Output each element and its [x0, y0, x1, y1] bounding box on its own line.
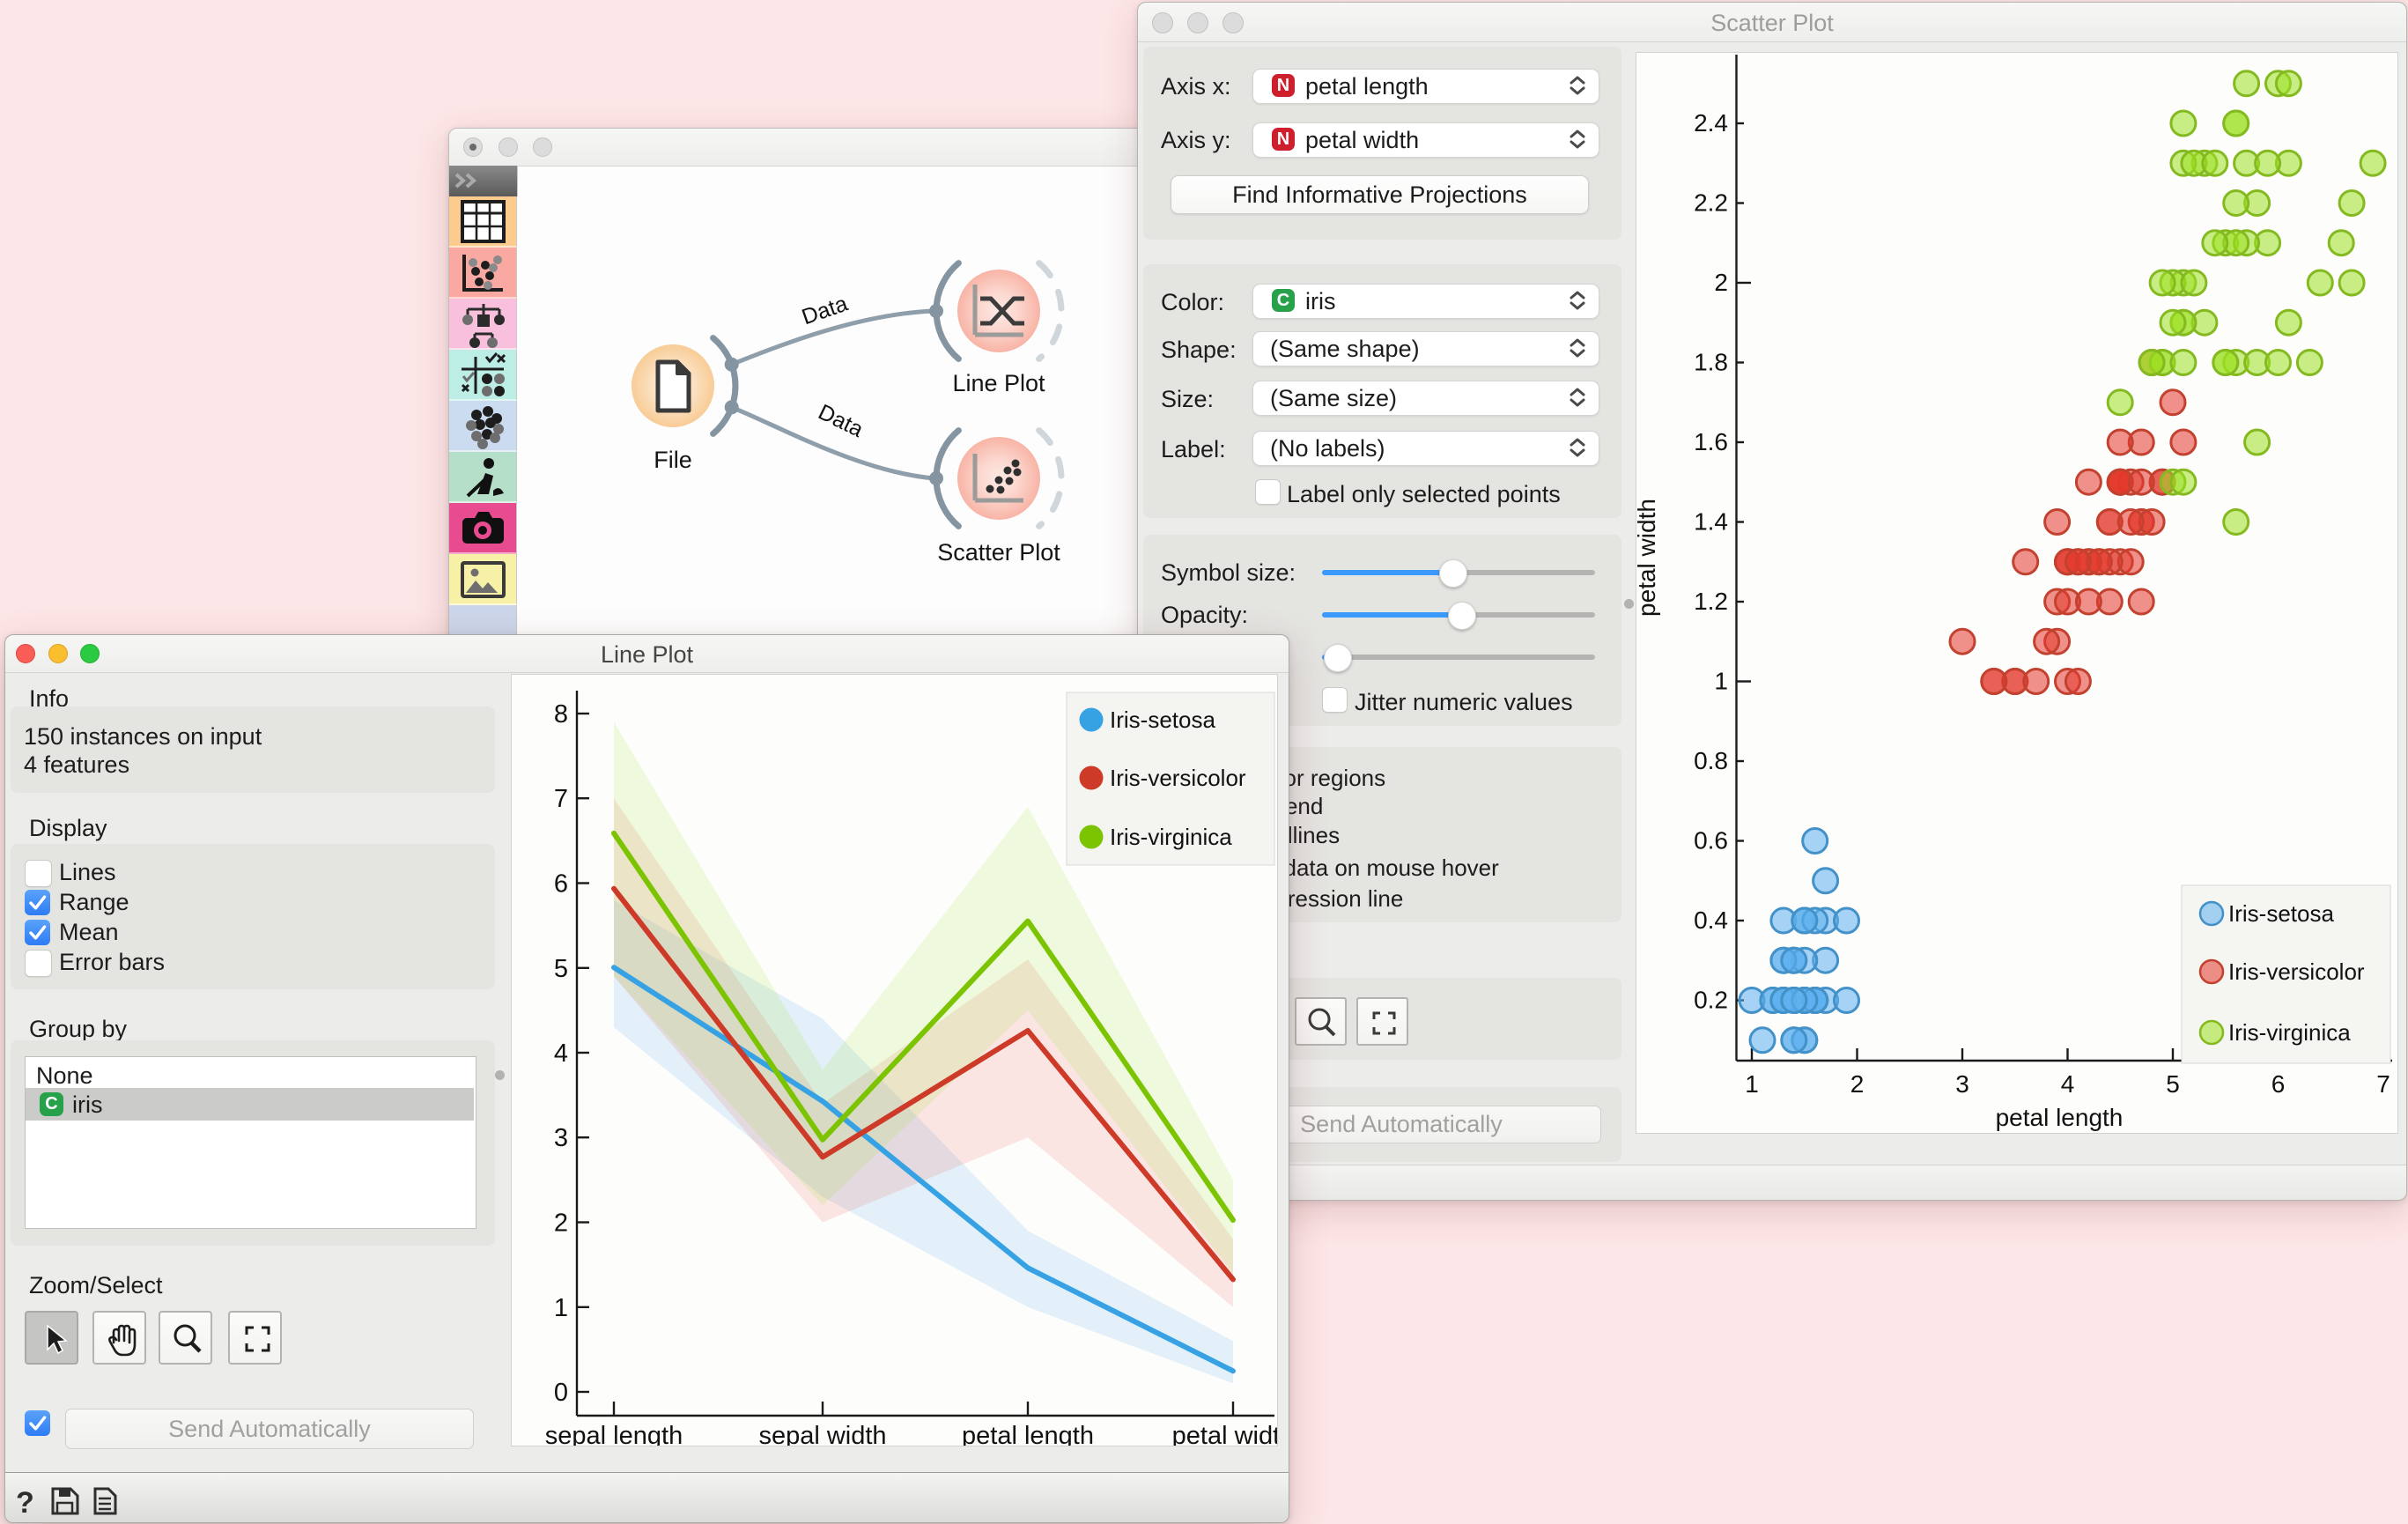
svg-text:0: 0: [554, 1379, 568, 1407]
svg-text:1.6: 1.6: [1694, 428, 1728, 455]
svg-text:7: 7: [554, 785, 568, 813]
svg-text:petal length: petal length: [962, 1422, 1094, 1446]
svg-text:6: 6: [554, 870, 568, 899]
svg-text:Scatter Plot: Scatter Plot: [937, 539, 1060, 566]
svg-text:Iris-setosa: Iris-setosa: [2228, 900, 2334, 927]
svg-text:petal length: petal length: [1996, 1104, 2124, 1131]
svg-text:6: 6: [2271, 1070, 2286, 1098]
svg-text:2: 2: [554, 1210, 568, 1238]
svg-text:1.8: 1.8: [1694, 349, 1728, 376]
svg-text:0.8: 0.8: [1694, 747, 1728, 774]
svg-text:0.2: 0.2: [1694, 987, 1728, 1014]
svg-text:1.2: 1.2: [1694, 588, 1728, 615]
svg-text:Iris-setosa: Iris-setosa: [1110, 707, 1215, 733]
svg-text:2.4: 2.4: [1694, 109, 1728, 137]
svg-text:3: 3: [1955, 1070, 1969, 1098]
svg-text:1: 1: [554, 1294, 568, 1322]
svg-text:1: 1: [1714, 668, 1728, 695]
svg-text:2: 2: [1850, 1070, 1865, 1098]
svg-text:4: 4: [554, 1039, 568, 1068]
svg-text:petal width: petal width: [1636, 499, 1660, 617]
svg-text:4: 4: [2061, 1070, 2075, 1098]
svg-text:0.4: 0.4: [1694, 906, 1728, 934]
svg-text:Iris-virginica: Iris-virginica: [2228, 1019, 2351, 1046]
svg-text:3: 3: [554, 1124, 568, 1152]
svg-text:Iris-versicolor: Iris-versicolor: [2228, 958, 2365, 985]
svg-text:0.6: 0.6: [1694, 827, 1728, 854]
svg-text:2: 2: [1714, 269, 1728, 296]
svg-text:2.2: 2.2: [1694, 189, 1728, 217]
svg-text:1: 1: [1745, 1070, 1759, 1098]
svg-text:petal width: petal width: [1172, 1422, 1277, 1446]
svg-text:7: 7: [2376, 1070, 2390, 1098]
svg-text:5: 5: [2166, 1070, 2180, 1098]
svg-text:Data: Data: [815, 400, 868, 442]
svg-text:1.4: 1.4: [1694, 508, 1728, 536]
svg-text:Line Plot: Line Plot: [952, 370, 1045, 396]
svg-text:sepal width: sepal width: [758, 1422, 886, 1446]
svg-text:File: File: [654, 447, 692, 473]
svg-text:Iris-versicolor: Iris-versicolor: [1110, 765, 1246, 791]
svg-text:8: 8: [554, 700, 568, 729]
svg-text:Iris-virginica: Iris-virginica: [1110, 824, 1232, 850]
svg-text:sepal length: sepal length: [545, 1422, 683, 1446]
svg-text:5: 5: [554, 955, 568, 983]
svg-text:?: ?: [16, 1486, 34, 1520]
